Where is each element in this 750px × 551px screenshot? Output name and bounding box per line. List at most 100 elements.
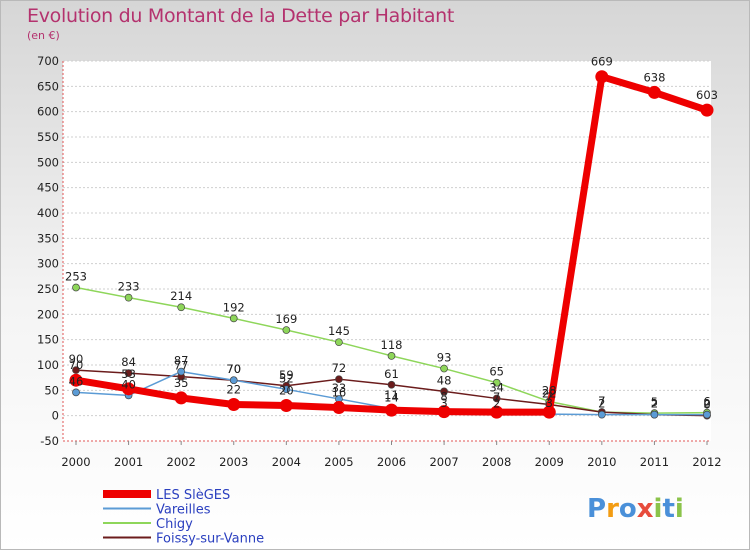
data-label: 59 [279, 368, 294, 382]
data-point [122, 382, 136, 396]
data-point [597, 410, 606, 419]
data-label: 7 [598, 394, 605, 408]
data-label: 2 [651, 397, 658, 411]
data-label: 253 [65, 269, 87, 283]
x-tick-label: 2000 [61, 455, 90, 469]
data-label: 669 [591, 55, 613, 69]
data-label: 2 [598, 397, 605, 411]
data-point [282, 385, 291, 394]
data-label: 87 [174, 354, 189, 368]
y-tick-label: 150 [37, 333, 59, 347]
y-tick-label: -50 [40, 434, 59, 448]
chart-subtitle: (en €) [27, 29, 60, 42]
legend-label: Vareilles [156, 503, 211, 518]
x-tick-label: 2009 [535, 455, 564, 469]
data-label: 603 [696, 88, 718, 102]
data-label: 0 [703, 398, 710, 412]
data-label: 16 [332, 386, 347, 400]
data-point [279, 399, 293, 413]
data-point [700, 103, 714, 117]
data-label: 7 [546, 390, 553, 404]
data-label: 72 [332, 361, 347, 375]
data-point [72, 283, 80, 292]
data-label: 33 [332, 381, 347, 395]
x-tick-label: 2002 [167, 455, 196, 469]
y-tick-label: 700 [37, 54, 59, 68]
data-label: 638 [643, 70, 665, 84]
data-label: 52 [279, 371, 294, 385]
legend-label: LES SlèGES [156, 488, 230, 503]
data-point [177, 303, 186, 312]
data-point [650, 410, 659, 419]
data-label: 22 [226, 383, 241, 397]
data-label: 11 [384, 388, 399, 402]
x-tick-label: 2010 [587, 455, 616, 469]
y-tick-label: 400 [37, 206, 59, 220]
x-tick-label: 2006 [377, 455, 406, 469]
data-point [332, 401, 346, 415]
data-label: 53 [121, 367, 136, 381]
data-point [542, 405, 556, 419]
data-point [387, 380, 396, 389]
data-label: 93 [437, 351, 452, 365]
x-tick-label: 2008 [482, 455, 511, 469]
data-label: 70 [226, 362, 241, 376]
data-label: 3 [546, 396, 553, 410]
y-tick-label: 550 [37, 130, 59, 144]
x-tick-label: 2011 [640, 455, 669, 469]
y-tick-label: 200 [37, 307, 59, 321]
plot-area [63, 61, 711, 441]
data-point [124, 369, 133, 377]
data-point [229, 376, 238, 385]
data-point [335, 375, 343, 384]
data-label: 5 [651, 395, 658, 409]
data-label: 84 [121, 355, 136, 369]
series-les-sieges [69, 70, 714, 419]
data-point [229, 314, 238, 323]
data-label: 2 [493, 397, 500, 411]
data-label: 22 [542, 387, 557, 401]
x-tick-label: 2004 [272, 455, 301, 469]
data-label: 70 [226, 362, 241, 376]
y-tick-label: 350 [37, 231, 59, 245]
data-label: 3 [440, 396, 447, 410]
data-point [177, 367, 186, 376]
data-label: 46 [69, 374, 84, 388]
data-label: 145 [328, 324, 350, 338]
data-label: 65 [489, 365, 504, 379]
y-tick-label: 650 [37, 79, 59, 93]
data-point [703, 410, 711, 419]
data-point [440, 364, 448, 373]
y-tick-label: 300 [37, 257, 59, 271]
data-label: 90 [69, 352, 84, 366]
data-point [387, 352, 396, 360]
y-tick-label: 500 [37, 155, 59, 169]
data-label: 118 [381, 338, 403, 352]
proxiti-logo: Proxiti [587, 494, 684, 524]
data-label: 48 [437, 373, 452, 387]
y-tick-label: 100 [37, 358, 59, 372]
data-label: 35 [174, 376, 189, 390]
data-point [69, 373, 83, 387]
y-tick-label: 250 [37, 282, 59, 296]
chart-title: Evolution du Montant de la Dette par Hab… [27, 5, 455, 27]
data-label: 2 [703, 397, 710, 411]
data-point [647, 85, 661, 99]
x-tick-label: 2003 [219, 455, 248, 469]
x-tick-label: 2001 [114, 455, 143, 469]
data-point [72, 388, 80, 397]
data-point [227, 398, 241, 412]
data-label: 14 [384, 391, 399, 405]
data-point [492, 378, 501, 387]
data-point [174, 391, 188, 405]
data-point [124, 293, 133, 302]
data-label: 214 [170, 289, 192, 303]
data-point [437, 405, 451, 419]
data-label: 70 [69, 358, 84, 372]
y-tick-label: 450 [37, 181, 59, 195]
data-point [440, 387, 448, 396]
data-label: 20 [279, 384, 294, 398]
